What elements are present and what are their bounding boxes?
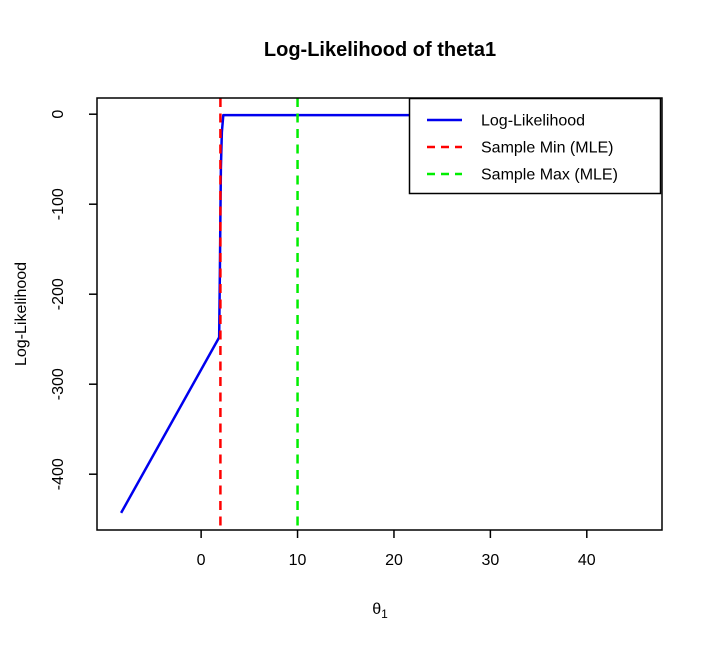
y-tick-label: -200 [50,278,67,310]
x-tick-label: 20 [385,552,403,569]
y-axis-label: Log-Likelihood [13,262,30,366]
x-axis: 0 10 20 30 40 [197,530,596,569]
legend-box [408,97,662,195]
x-axis-label: θ1 [372,601,388,621]
legend-label-loglikelihood: Log-Likelihood [481,113,585,130]
legend-entry-sample-min: Sample Min (MLE) [427,140,613,157]
legend: Log-Likelihood Sample Min (MLE) Sample M… [408,97,662,195]
x-tick-label: 0 [197,552,206,569]
x-tick-label: 40 [578,552,596,569]
chart-title: Log-Likelihood of theta1 [264,39,496,61]
y-axis: 0 -100 -200 -300 -400 [50,110,97,490]
plot-box [96,97,663,531]
legend-label-sample-min: Sample Min (MLE) [481,140,613,157]
x-axis-label-theta: θ [372,601,381,618]
x-axis-label-subscript: 1 [381,607,388,621]
legend-label-sample-max: Sample Max (MLE) [481,167,618,184]
y-tick-label: -400 [50,458,67,490]
x-tick-label: 10 [289,552,307,569]
y-tick-label: -300 [50,368,67,400]
line-log-likelihood [120,113,410,514]
y-tick-label: 0 [50,110,67,119]
series-layer [120,98,410,530]
legend-entry-loglikelihood: Log-Likelihood [427,113,585,130]
y-tick-label: -100 [50,188,67,220]
legend-entry-sample-max: Sample Max (MLE) [427,167,618,184]
x-tick-label: 30 [481,552,499,569]
